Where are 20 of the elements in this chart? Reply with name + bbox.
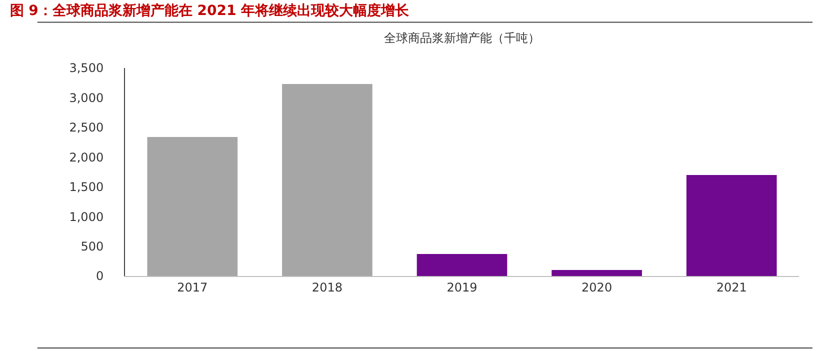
chart-title: 图 9：全球商品浆新增产能在 2021 年将继续出现较大幅度增长 [10, 2, 410, 20]
bar [416, 254, 508, 276]
y-tick-label: 3,500 [69, 61, 104, 76]
bar [686, 174, 777, 276]
y-tick-label: 500 [80, 239, 104, 254]
bar [552, 270, 642, 276]
x-tick-label: 2020 [582, 280, 612, 294]
bar [147, 136, 238, 276]
x-tick-label: 2019 [446, 280, 478, 294]
y-tick-label: 3,000 [69, 90, 104, 105]
y-tick-label: 1,500 [69, 180, 104, 194]
bar [282, 84, 372, 276]
y-tick-label: 0 [96, 269, 104, 284]
y-tick-label: 2,000 [69, 150, 104, 164]
x-tick-label: 2017 [177, 280, 208, 294]
y-tick-label: 2,500 [69, 120, 104, 135]
y-tick-label: 1,000 [69, 210, 104, 224]
x-tick-label: 2021 [716, 280, 747, 294]
x-tick-label: 2018 [312, 280, 342, 294]
chart-subtitle: 全球商品浆新增产能（千吨） [384, 31, 540, 45]
